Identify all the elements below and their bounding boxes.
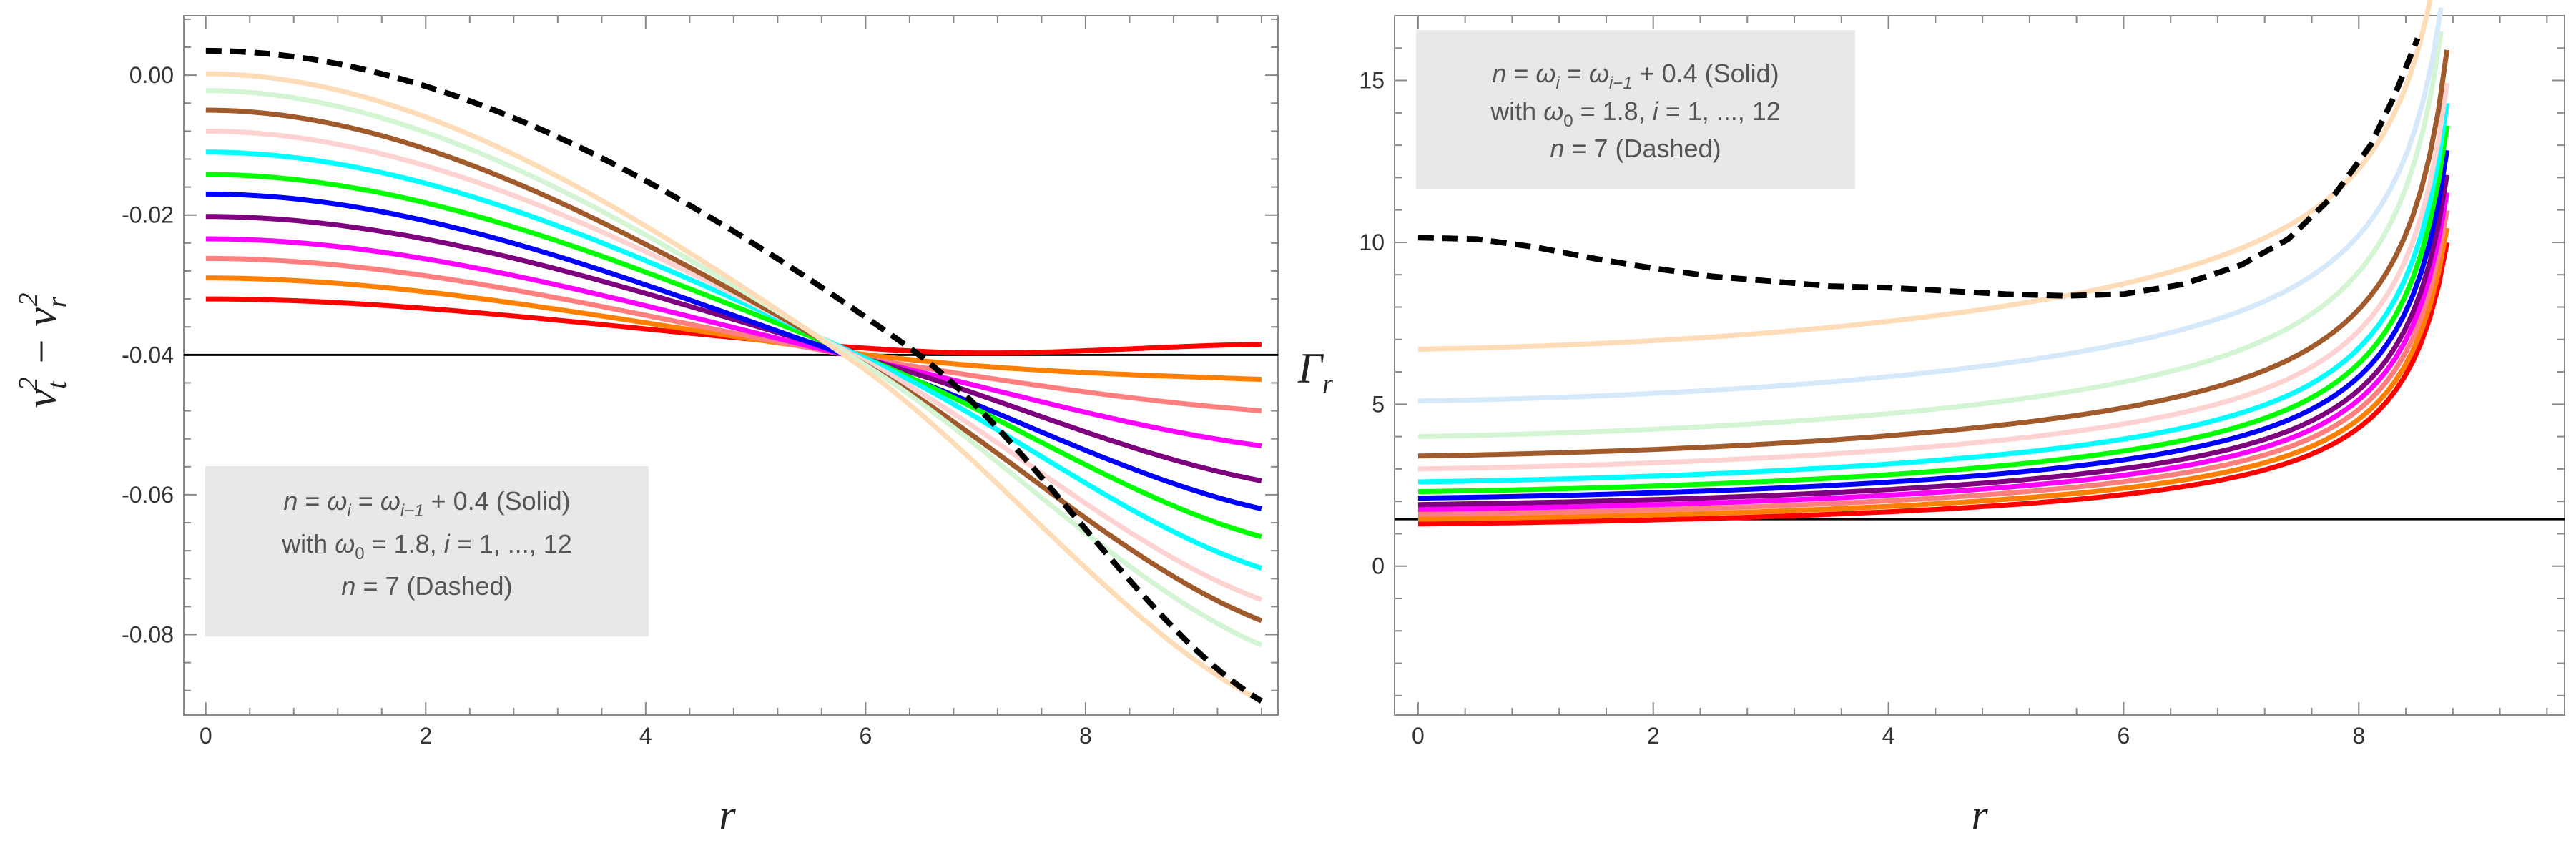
left-x-tick-label: 6 — [859, 723, 872, 749]
right-legend-box — [1416, 30, 1855, 189]
right-series-line-11 — [1417, 31, 2444, 440]
right-y-axis-label: Γr — [1297, 345, 1333, 399]
right-series-line-10 — [1417, 49, 2450, 459]
left-x-axis-label: r — [719, 792, 736, 839]
right-series-line-13 — [1417, 0, 2433, 352]
right-y-tick-label: 10 — [1359, 230, 1385, 255]
left-legend-line-2: with ω0 = 1.8, i = 1, ..., 12 — [281, 529, 572, 563]
left-series-line-2 — [205, 275, 1262, 383]
left-series-line-1 — [205, 296, 1262, 356]
right-y-tick-label: 5 — [1372, 391, 1385, 417]
left-y-tick-label: -0.02 — [122, 202, 174, 228]
left-x-tick-label: 8 — [1079, 723, 1092, 749]
right-x-tick-label: 2 — [1647, 723, 1660, 749]
left-ticks — [184, 16, 1278, 715]
right-x-tick-label: 0 — [1412, 723, 1425, 749]
left-y-tick-label: -0.04 — [122, 342, 174, 368]
left-series-line-8 — [205, 149, 1262, 571]
right-series-line-5 — [1417, 174, 2450, 508]
left-x-tick-label: 4 — [639, 723, 652, 749]
left-y-tick-label: -0.08 — [122, 622, 174, 648]
left-y-tick-label: 0.00 — [129, 62, 174, 88]
right-x-tick-label: 8 — [2352, 723, 2365, 749]
right-series-line-7 — [1417, 125, 2450, 495]
right-legend-line-3: n = 7 (Dashed) — [1550, 134, 1721, 163]
left-legend-box — [205, 466, 649, 636]
left-series-line-13 — [205, 47, 1263, 704]
right-x-axis-label: r — [1971, 792, 1988, 839]
right-y-tick-label: 0 — [1372, 553, 1385, 579]
left-x-tick-labels: 0 2 4 6 8 — [200, 723, 1092, 749]
left-curves — [205, 47, 1263, 704]
right-series-line-1 — [1417, 242, 2450, 527]
left-series-line-12 — [205, 71, 1263, 704]
left-legend-line-3: n = 7 (Dashed) — [341, 571, 512, 601]
left-series-line-11 — [205, 88, 1263, 648]
right-legend-line-2: with ω0 = 1.8, i = 1, ..., 12 — [1490, 97, 1781, 131]
right-legend-line-1: n = ωi = ωi−1 + 0.4 (Solid) — [1492, 59, 1779, 93]
right-series-line-14 — [1417, 37, 2421, 299]
right-series-line-3 — [1417, 209, 2450, 517]
right-x-tick-label: 4 — [1882, 723, 1895, 749]
right-series-line-9 — [1417, 82, 2450, 472]
right-x-tick-labels: 0 2 4 6 8 — [1412, 723, 2365, 749]
left-chart-panel: 0 2 4 6 8 0.00 -0.02 -0.04 -0.06 -0.08 r… — [14, 15, 1279, 839]
left-y-tick-labels: 0.00 -0.02 -0.04 -0.06 -0.08 — [122, 62, 174, 647]
left-legend: n = ωi = ωi−1 + 0.4 (Solid) with ω0 = 1.… — [205, 466, 649, 636]
left-x-tick-label: 0 — [200, 723, 212, 749]
left-legend-line-1: n = ωi = ωi−1 + 0.4 (Solid) — [283, 486, 570, 521]
right-y-tick-labels: 0 5 10 15 — [1359, 68, 1385, 579]
right-curves — [1417, 0, 2450, 527]
right-series-line-2 — [1417, 227, 2450, 522]
right-chart-panel: 0 2 4 6 8 0 5 10 15 r Γr n = ωi = ωi−1 +… — [1297, 0, 2565, 839]
left-x-tick-label: 2 — [419, 723, 432, 749]
left-y-tick-label: -0.06 — [122, 482, 174, 508]
right-series-line-8 — [1417, 102, 2450, 485]
right-x-tick-label: 6 — [2118, 723, 2130, 749]
right-series-line-6 — [1417, 149, 2450, 501]
right-series-line-4 — [1417, 192, 2450, 512]
left-series-line-9 — [205, 128, 1263, 602]
left-y-axis-label: vt2 − vr2 — [14, 292, 72, 408]
right-ticks — [1395, 15, 2565, 715]
right-series-line-12 — [1417, 7, 2444, 404]
right-legend: n = ωi = ωi−1 + 0.4 (Solid) with ω0 = 1.… — [1416, 30, 1855, 189]
right-y-tick-label: 15 — [1359, 68, 1385, 94]
